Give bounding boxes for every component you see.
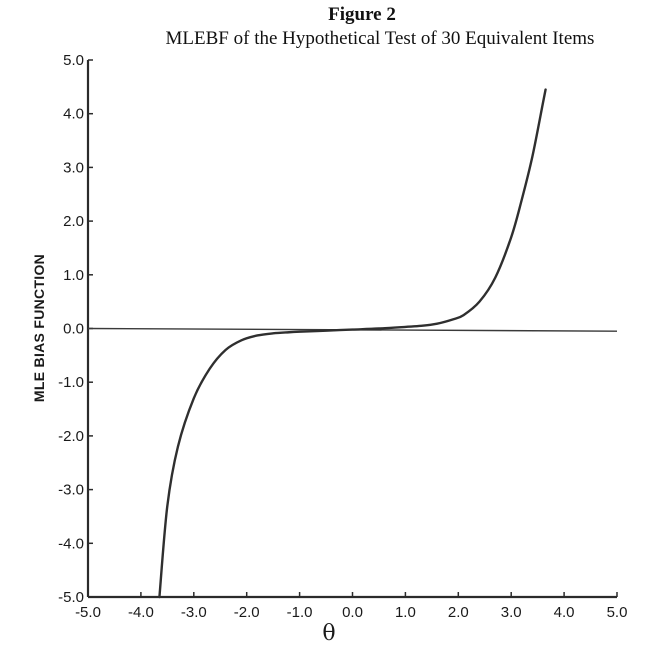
x-axis-label: θ bbox=[322, 621, 335, 646]
y-tick-label: 5.0 bbox=[63, 52, 84, 69]
y-tick-label: 4.0 bbox=[63, 106, 84, 123]
y-tick-label: 2.0 bbox=[63, 213, 84, 230]
x-tick-label: 5.0 bbox=[607, 604, 628, 621]
x-tick-label: -3.0 bbox=[181, 604, 207, 621]
x-tick-label: 4.0 bbox=[554, 604, 575, 621]
chart-title: MLEBF of the Hypothetical Test of 30 Equ… bbox=[166, 28, 595, 49]
plot-area bbox=[87, 88, 618, 599]
x-tick-label: 3.0 bbox=[501, 604, 522, 621]
y-tick-label: -3.0 bbox=[58, 482, 84, 499]
x-tick-label: 1.0 bbox=[395, 604, 416, 621]
figure-label: Figure 2 bbox=[328, 4, 396, 25]
x-tick-label: -4.0 bbox=[128, 604, 154, 621]
y-tick-label: 0.0 bbox=[63, 321, 84, 338]
ticks: -5.0 -4.0 -3.0 -2.0 -1.0 0.0 1.0 2.0 3.0 4.0 5.0 5.… bbox=[58, 52, 627, 621]
x-tick-label: -1.0 bbox=[287, 604, 313, 621]
y-axis-label: MLE BIAS FUNCTION bbox=[31, 254, 47, 402]
bias-function-curve bbox=[158, 88, 547, 599]
y-tick-label: -5.0 bbox=[58, 589, 84, 606]
x-tick-label: 0.0 bbox=[342, 604, 363, 621]
y-tick-label: -1.0 bbox=[58, 374, 84, 391]
x-tick-label: 2.0 bbox=[448, 604, 469, 621]
x-tick-label: -5.0 bbox=[75, 604, 101, 621]
y-tick-label: -2.0 bbox=[58, 428, 84, 445]
x-tick-label: -2.0 bbox=[234, 604, 260, 621]
y-tick-label: 3.0 bbox=[63, 159, 84, 176]
y-tick-label: -4.0 bbox=[58, 535, 84, 552]
y-tick-label: 1.0 bbox=[63, 267, 84, 284]
